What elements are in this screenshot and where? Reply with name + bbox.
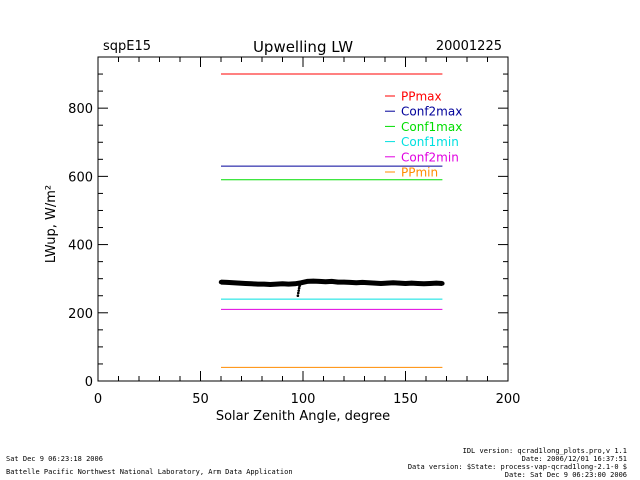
y-tick-label: 0 <box>85 375 93 390</box>
data-point <box>297 286 301 290</box>
data-point <box>274 281 279 287</box>
data-point <box>354 280 359 285</box>
site-label: sqpE15 <box>103 39 151 54</box>
data-point <box>243 281 248 286</box>
data-point <box>347 280 353 285</box>
data-point <box>384 280 390 286</box>
data-point <box>249 281 254 286</box>
y-tick-label: 200 <box>68 307 93 322</box>
legend-label: PPmin <box>401 166 438 180</box>
x-tick-label: 100 <box>291 392 316 407</box>
data-point <box>323 279 328 284</box>
data-point <box>440 281 445 286</box>
data-point <box>397 280 402 286</box>
data-point <box>434 280 439 286</box>
data-point <box>372 280 377 286</box>
legend-label: Conf2max <box>401 105 462 119</box>
x-tick-label: 50 <box>192 392 209 407</box>
data-point <box>415 281 420 286</box>
data-point <box>329 279 334 284</box>
chart-title: Upwelling LW <box>253 38 353 56</box>
x-tick-label: 0 <box>94 392 102 407</box>
legend-label: PPmax <box>401 90 442 104</box>
data-point <box>360 280 365 285</box>
footer-idl-version: IDL version: qcrad1long_plots.pro,v 1.1 <box>462 447 627 455</box>
y-tick-label: 800 <box>68 102 93 117</box>
data-point <box>292 281 297 286</box>
x-tick-label: 150 <box>393 392 418 407</box>
footer-data-date: Date: Sat Dec 9 06:23:00 2006 <box>504 471 627 479</box>
footer-timestamp: Sat Dec 9 06:23:18 2006 <box>6 455 103 463</box>
data-point <box>341 279 347 285</box>
data-series <box>218 278 445 298</box>
footer-institution: Battelle Pacific Northwest National Labo… <box>6 468 293 476</box>
data-point <box>237 280 242 286</box>
data-point <box>298 283 302 287</box>
data-point <box>335 279 341 285</box>
date-label: 20001225 <box>436 39 502 54</box>
y-tick-label: 400 <box>68 239 93 254</box>
y-axis-label: LWup, W/m² <box>44 185 59 263</box>
data-point <box>297 289 300 292</box>
data-point <box>391 280 396 285</box>
data-point <box>311 278 316 284</box>
footer-idl-date: Date: 2006/12/01 16:37:51 <box>521 455 627 463</box>
data-point <box>427 281 433 286</box>
reference-lines <box>221 73 443 368</box>
y-tick-label: 600 <box>68 170 93 185</box>
x-axis-label: Solar Zenith Angle, degree <box>216 409 390 424</box>
data-point <box>421 281 427 286</box>
footer-data-version: Data version: $State: process-vap-qcrad1… <box>407 463 627 471</box>
data-point <box>286 281 291 287</box>
x-axis-ticks <box>97 57 509 381</box>
data-point <box>231 280 236 285</box>
data-point <box>268 282 273 287</box>
data-point <box>224 280 230 285</box>
x-tick-label: 200 <box>496 392 521 407</box>
data-point <box>366 280 371 285</box>
data-point <box>378 281 384 286</box>
legend-label: Conf1max <box>401 120 462 134</box>
legend-label: Conf1min <box>401 135 459 149</box>
data-point <box>255 281 261 287</box>
y-axis-ticks <box>98 56 508 382</box>
y-tick-labels: 0 200 400 600 800 <box>68 102 93 390</box>
data-point <box>280 281 285 286</box>
data-point <box>218 279 224 285</box>
data-point <box>409 280 414 286</box>
data-point <box>403 281 408 286</box>
data-point <box>296 291 300 295</box>
data-point <box>317 279 322 284</box>
data-point <box>261 281 267 287</box>
data-point <box>296 294 300 298</box>
data-point <box>304 279 310 284</box>
legend-label: Conf2min <box>401 150 459 164</box>
x-tick-labels: 0 50 100 150 200 <box>94 392 521 407</box>
